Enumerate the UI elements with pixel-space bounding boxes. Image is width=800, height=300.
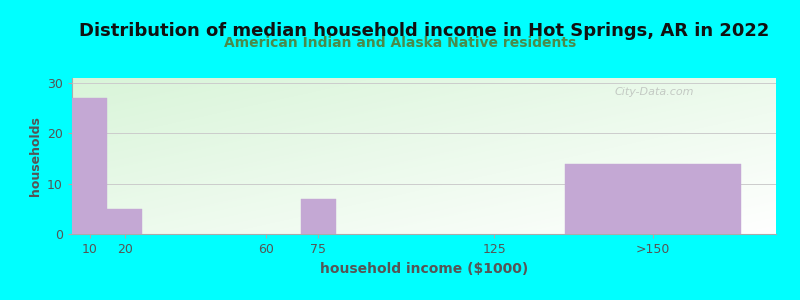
Y-axis label: households: households	[29, 116, 42, 196]
Bar	[72, 98, 107, 234]
Text: American Indian and Alaska Native residents: American Indian and Alaska Native reside…	[224, 36, 576, 50]
Bar	[107, 209, 142, 234]
Bar	[301, 199, 336, 234]
Bar	[565, 164, 741, 234]
X-axis label: household income ($1000): household income ($1000)	[320, 262, 528, 276]
Text: City-Data.com: City-Data.com	[614, 87, 694, 98]
Title: Distribution of median household income in Hot Springs, AR in 2022: Distribution of median household income …	[79, 22, 769, 40]
